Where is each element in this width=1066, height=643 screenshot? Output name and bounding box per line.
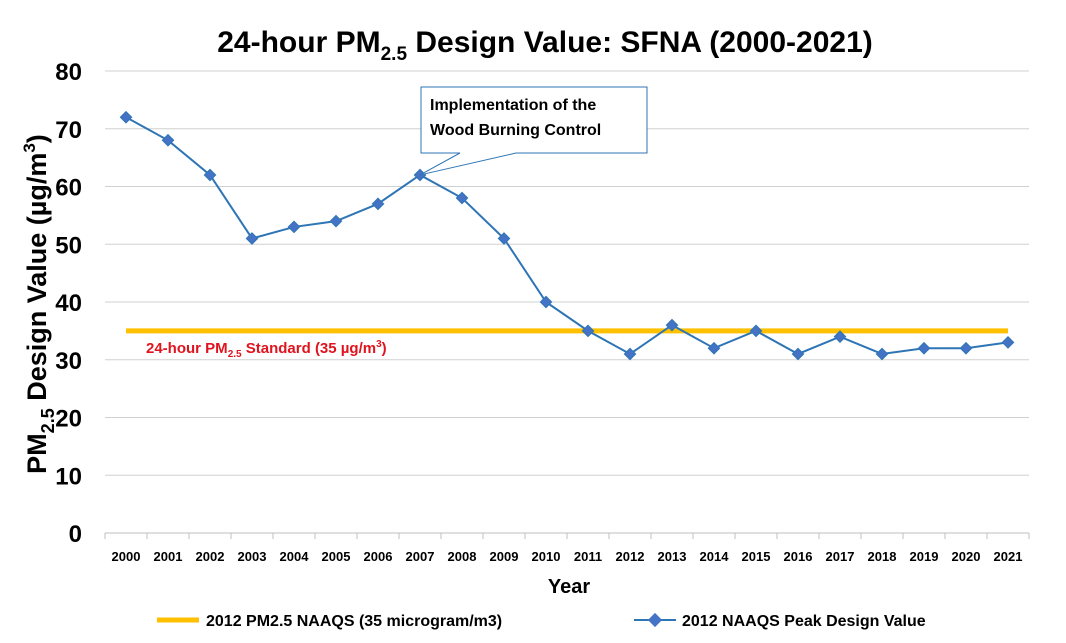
standard-label-prefix: 24-hour PM <box>146 340 228 357</box>
annotation-line-2: Wood Burning Control <box>430 122 601 139</box>
x-tick-label: 2017 <box>826 549 855 564</box>
y-tick-label: 40 <box>55 290 82 317</box>
y-axis-title-prefix: PM <box>22 433 52 474</box>
y-axis-title: PM2.5 Design Value (µg/m3) <box>20 134 58 474</box>
standard-label-suffix: ) <box>382 340 387 357</box>
legend-swatch-peak-marker <box>647 612 663 628</box>
x-tick-label: 2018 <box>868 549 897 564</box>
chart-title: 24-hour PM2.5 Design Value: SFNA (2000-2… <box>217 26 873 65</box>
data-point <box>623 347 637 361</box>
x-tick-label: 2009 <box>490 549 519 564</box>
x-axis-ticks: 2000 2001 2002 2003 2004 2005 2006 2007 2008 2009… <box>112 549 1023 564</box>
data-point <box>707 341 721 355</box>
data-point <box>539 295 553 309</box>
x-tick-label: 2007 <box>406 549 435 564</box>
data-point <box>119 110 133 124</box>
x-tick-label: 2015 <box>742 549 771 564</box>
legend-label-peak: 2012 NAAQS Peak Design Value <box>682 613 926 630</box>
data-point <box>329 214 343 228</box>
legend-label-standard: 2012 PM2.5 NAAQS (35 microgram/m3) <box>206 613 502 630</box>
x-tick-label: 2013 <box>658 549 687 564</box>
y-tick-label: 30 <box>55 348 82 375</box>
data-point <box>959 341 973 355</box>
annotation-line-1: Implementation of the <box>430 97 596 114</box>
data-point <box>287 220 301 234</box>
x-tick-label: 2020 <box>952 549 981 564</box>
data-point <box>665 318 679 332</box>
standard-label-subscript: 2.5 <box>228 349 242 360</box>
y-axis-title-suffix: ) <box>22 134 52 143</box>
data-point <box>1001 336 1015 349</box>
y-tick-label: 10 <box>55 463 82 490</box>
y-tick-label: 50 <box>55 232 82 259</box>
series-line-peak-design-value <box>125 116 1009 356</box>
chart-title-subscript: 2.5 <box>381 44 408 65</box>
standard-label: 24-hour PM2.5 Standard (35 µg/m3) <box>146 339 387 360</box>
y-axis-title-superscript: 3 <box>20 143 39 152</box>
chart-title-suffix: Design Value: SFNA (2000-2021) <box>407 26 873 59</box>
x-tick-label: 2014 <box>700 549 730 564</box>
y-tick-label: 60 <box>55 175 82 202</box>
x-tick-label: 2016 <box>784 549 813 564</box>
x-tick-label: 2012 <box>616 549 645 564</box>
x-tick-label: 2002 <box>196 549 225 564</box>
x-tick-label: 2019 <box>910 549 939 564</box>
y-axis-ticks: 0 10 20 30 40 50 60 70 80 <box>55 59 82 548</box>
legend: 2012 PM2.5 NAAQS (35 microgram/m3) 2012 … <box>157 612 926 630</box>
y-axis-title-middle: Design Value (µg/m <box>22 153 52 409</box>
data-point <box>497 232 511 245</box>
x-tick-label: 2006 <box>364 549 393 564</box>
data-point <box>581 324 595 338</box>
data-point <box>245 232 259 245</box>
data-point <box>917 341 931 355</box>
x-tick-label: 2008 <box>448 549 477 564</box>
x-tick-label: 2011 <box>574 549 602 564</box>
x-tick-label: 2021 <box>994 549 1023 564</box>
data-point <box>455 191 469 205</box>
data-point <box>833 330 847 344</box>
x-tick-label: 2001 <box>154 549 183 564</box>
data-point <box>875 347 889 361</box>
standard-label-superscript: 3 <box>376 339 382 350</box>
y-axis-title-subscript: 2.5 <box>38 408 58 433</box>
y-tick-label: 80 <box>55 59 82 86</box>
x-tick-label: 2003 <box>238 549 267 564</box>
standard-label-middle: Standard (35 µg/m <box>242 340 377 357</box>
y-tick-label: 20 <box>55 406 82 433</box>
chart-title-prefix: 24-hour PM <box>217 26 380 59</box>
x-tick-label: 2000 <box>112 549 141 564</box>
y-tick-label: 70 <box>55 117 82 144</box>
x-tick-label: 2005 <box>322 549 351 564</box>
annotation-callout: Implementation of the Wood Burning Contr… <box>419 86 648 176</box>
x-tick-label: 2010 <box>532 549 561 564</box>
annotation-callout-box <box>419 86 648 176</box>
data-point <box>791 347 805 361</box>
y-tick-label: 0 <box>69 521 82 548</box>
data-point <box>749 324 763 338</box>
x-axis-title: Year <box>548 576 590 598</box>
x-axis <box>104 532 1030 539</box>
gridlines <box>105 70 1029 476</box>
x-tick-label: 2004 <box>280 549 310 564</box>
series-group <box>119 110 1015 361</box>
data-point <box>203 168 217 182</box>
data-point <box>161 133 175 147</box>
data-point <box>371 197 385 211</box>
